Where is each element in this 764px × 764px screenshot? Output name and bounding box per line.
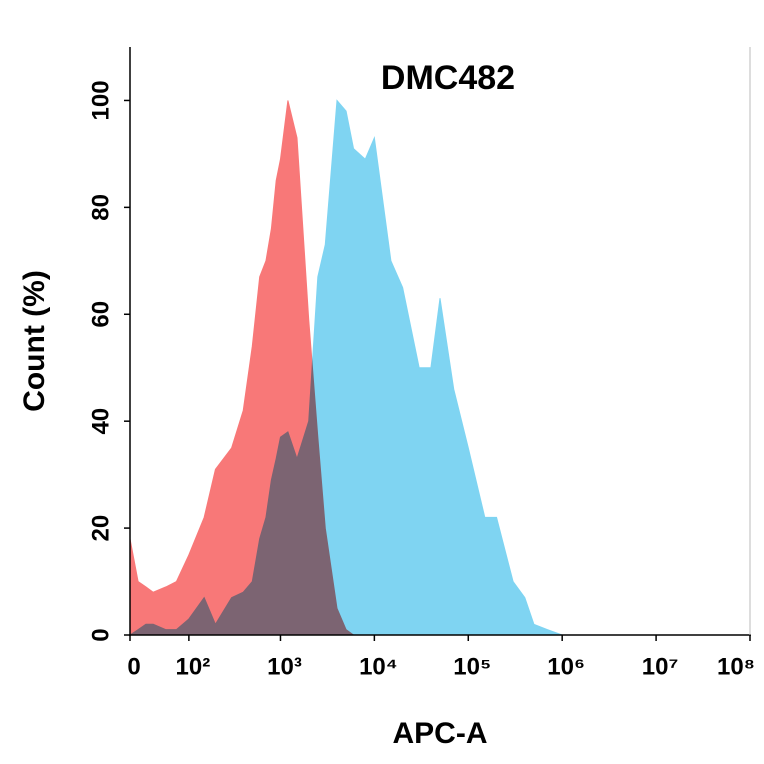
x-tick-label: 10³ (267, 653, 302, 680)
x-tick-label: 10⁷ (642, 653, 679, 680)
chart-title: DMC482 (381, 59, 515, 97)
x-tick-label: 0 (127, 653, 140, 680)
y-tick-label: 40 (87, 408, 114, 435)
y-tick-label: 100 (87, 80, 114, 120)
x-axis-label: APC-A (393, 717, 488, 750)
y-tick-label: 20 (87, 515, 114, 542)
y-axis-label: Count (%) (18, 270, 51, 412)
y-tick-label: 0 (87, 628, 114, 641)
x-tick-label: 10⁶ (547, 653, 585, 680)
x-tick-label: 10⁵ (453, 653, 491, 680)
x-tick-label: 10⁴ (359, 653, 398, 680)
histogram-area (128, 99, 750, 636)
y-tick-label: 80 (87, 194, 114, 221)
x-tick-label: 10² (176, 653, 211, 680)
y-tick-label: 60 (87, 301, 114, 328)
x-tick-label: 10⁸ (717, 653, 755, 680)
